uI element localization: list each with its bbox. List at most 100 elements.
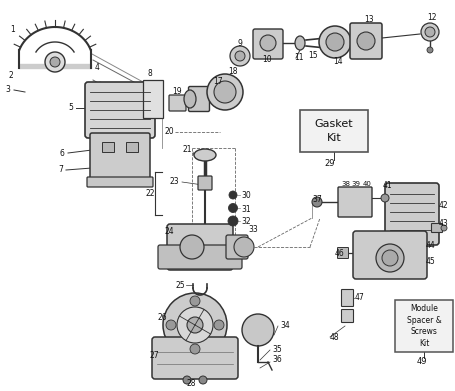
FancyBboxPatch shape bbox=[197, 176, 212, 190]
FancyBboxPatch shape bbox=[167, 224, 233, 270]
Circle shape bbox=[228, 191, 237, 199]
Circle shape bbox=[325, 33, 343, 51]
Text: 13: 13 bbox=[363, 16, 373, 25]
Circle shape bbox=[166, 320, 176, 330]
Circle shape bbox=[259, 35, 275, 51]
Text: 4: 4 bbox=[95, 63, 100, 72]
Text: 2: 2 bbox=[9, 70, 14, 79]
FancyBboxPatch shape bbox=[253, 29, 283, 59]
Text: 41: 41 bbox=[382, 181, 392, 190]
Text: 20: 20 bbox=[165, 127, 174, 136]
FancyBboxPatch shape bbox=[152, 337, 238, 379]
Circle shape bbox=[311, 197, 321, 207]
Circle shape bbox=[233, 237, 253, 257]
Text: 8: 8 bbox=[148, 68, 152, 77]
Circle shape bbox=[228, 203, 237, 212]
FancyBboxPatch shape bbox=[337, 248, 348, 258]
Text: 35: 35 bbox=[271, 346, 281, 355]
Text: 40: 40 bbox=[362, 181, 371, 187]
FancyBboxPatch shape bbox=[430, 224, 441, 233]
FancyBboxPatch shape bbox=[157, 245, 242, 269]
Text: 10: 10 bbox=[262, 56, 271, 65]
Bar bbox=[126, 142, 138, 152]
Text: 44: 44 bbox=[425, 242, 435, 251]
Circle shape bbox=[356, 32, 374, 50]
Circle shape bbox=[381, 250, 397, 266]
Circle shape bbox=[228, 216, 238, 226]
Text: Module
Spacer &
Screws
Kit: Module Spacer & Screws Kit bbox=[406, 304, 440, 348]
Circle shape bbox=[375, 244, 403, 272]
Text: 24: 24 bbox=[165, 228, 174, 237]
FancyBboxPatch shape bbox=[384, 183, 438, 245]
Text: 38: 38 bbox=[340, 181, 349, 187]
Circle shape bbox=[213, 320, 223, 330]
Text: 33: 33 bbox=[248, 226, 257, 235]
Text: 32: 32 bbox=[241, 217, 250, 226]
Text: 25: 25 bbox=[176, 280, 185, 289]
Text: 19: 19 bbox=[172, 88, 181, 97]
Text: 46: 46 bbox=[334, 249, 344, 258]
Circle shape bbox=[424, 27, 434, 37]
Text: 48: 48 bbox=[329, 334, 339, 343]
Circle shape bbox=[182, 376, 191, 384]
Text: 17: 17 bbox=[212, 77, 222, 86]
Circle shape bbox=[207, 74, 243, 110]
Text: 47: 47 bbox=[354, 294, 364, 303]
Circle shape bbox=[318, 26, 350, 58]
Ellipse shape bbox=[294, 36, 304, 50]
Ellipse shape bbox=[184, 90, 196, 108]
FancyBboxPatch shape bbox=[226, 235, 248, 259]
Text: 7: 7 bbox=[58, 165, 63, 174]
Text: 1: 1 bbox=[10, 25, 15, 34]
Text: 28: 28 bbox=[187, 378, 196, 387]
Text: 45: 45 bbox=[425, 258, 435, 267]
FancyBboxPatch shape bbox=[341, 310, 353, 323]
Circle shape bbox=[177, 307, 212, 343]
Circle shape bbox=[190, 296, 200, 306]
Text: Gasket
Kit: Gasket Kit bbox=[314, 119, 353, 143]
Text: 39: 39 bbox=[350, 181, 359, 187]
Text: 42: 42 bbox=[438, 201, 448, 210]
Bar bbox=[394, 300, 452, 352]
Bar bbox=[299, 110, 367, 152]
FancyBboxPatch shape bbox=[188, 86, 209, 111]
Text: 5: 5 bbox=[68, 104, 73, 113]
Text: 12: 12 bbox=[426, 14, 435, 23]
Text: 23: 23 bbox=[170, 178, 179, 187]
Text: 9: 9 bbox=[237, 38, 242, 47]
Text: 21: 21 bbox=[182, 145, 192, 154]
Circle shape bbox=[213, 81, 236, 103]
FancyBboxPatch shape bbox=[337, 187, 371, 217]
Ellipse shape bbox=[193, 149, 216, 161]
Text: 49: 49 bbox=[416, 357, 426, 366]
Circle shape bbox=[162, 293, 227, 357]
Text: 18: 18 bbox=[228, 68, 237, 77]
FancyBboxPatch shape bbox=[90, 133, 150, 182]
Circle shape bbox=[229, 46, 249, 66]
Circle shape bbox=[50, 57, 60, 67]
Text: 36: 36 bbox=[271, 355, 281, 364]
FancyBboxPatch shape bbox=[169, 95, 186, 111]
Text: 34: 34 bbox=[279, 321, 289, 330]
Text: 22: 22 bbox=[146, 188, 155, 197]
Text: 26: 26 bbox=[157, 314, 167, 323]
Text: 6: 6 bbox=[60, 149, 65, 158]
Circle shape bbox=[180, 235, 203, 259]
FancyBboxPatch shape bbox=[341, 289, 353, 307]
Text: 37: 37 bbox=[311, 194, 321, 203]
FancyBboxPatch shape bbox=[352, 231, 426, 279]
Circle shape bbox=[190, 344, 200, 354]
Text: 3: 3 bbox=[5, 86, 10, 95]
FancyBboxPatch shape bbox=[143, 80, 162, 118]
Text: 31: 31 bbox=[241, 204, 250, 213]
FancyBboxPatch shape bbox=[87, 177, 153, 187]
Text: 43: 43 bbox=[438, 219, 448, 228]
Text: 14: 14 bbox=[332, 57, 342, 66]
FancyBboxPatch shape bbox=[85, 82, 155, 138]
Text: 11: 11 bbox=[293, 54, 303, 63]
Text: 29: 29 bbox=[324, 160, 334, 169]
Text: 27: 27 bbox=[150, 350, 159, 359]
Circle shape bbox=[234, 51, 244, 61]
Circle shape bbox=[440, 225, 446, 231]
Circle shape bbox=[426, 47, 432, 53]
